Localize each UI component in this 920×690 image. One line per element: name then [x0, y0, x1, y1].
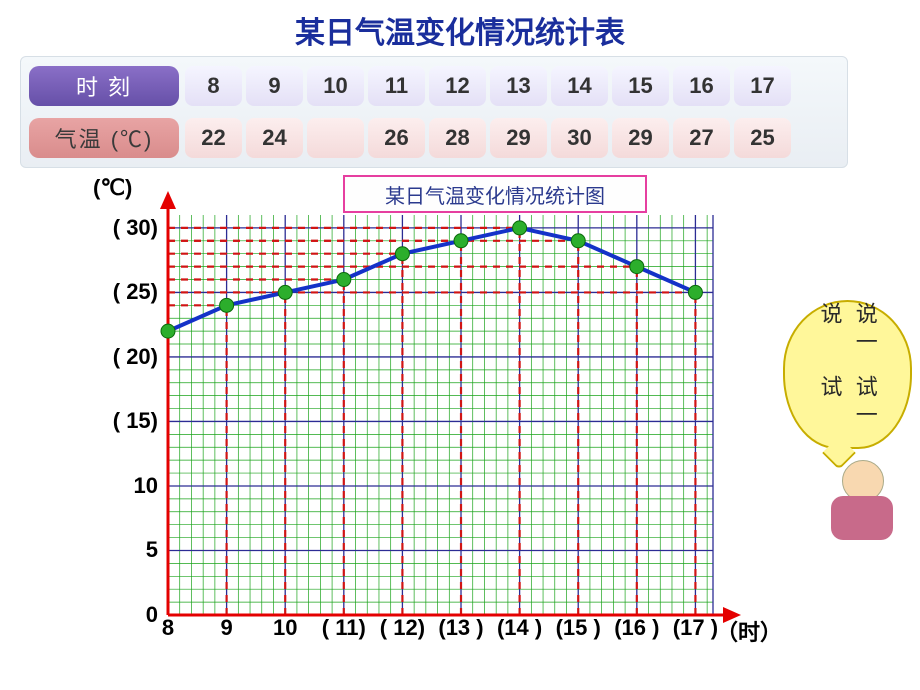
table-row-temp: 气温 (℃) 222426282930292725: [29, 115, 839, 161]
time-cell: 13: [490, 66, 547, 106]
speech-line1: 说一说: [812, 302, 882, 375]
speech-bubble: 说一说 试一试: [783, 300, 912, 449]
y-tick-label: 10: [28, 473, 158, 499]
time-cell: 10: [307, 66, 364, 106]
x-tick-label: 9: [220, 615, 232, 641]
y-tick-label: ( 15): [28, 408, 158, 434]
row-header-temp: 气温 (℃): [29, 118, 179, 158]
time-cell: 11: [368, 66, 425, 106]
y-tick-label: ( 25): [28, 279, 158, 305]
row-header-time: 时 刻: [29, 66, 179, 106]
time-cell: 15: [612, 66, 669, 106]
temp-cell: 29: [612, 118, 669, 158]
page-title: 某日气温变化情况统计表: [0, 0, 920, 56]
y-tick-label: ( 20): [28, 344, 158, 370]
temp-cell: 22: [185, 118, 242, 158]
temp-cell: 25: [734, 118, 791, 158]
y-tick-label: ( 30): [28, 215, 158, 241]
temp-cell: 30: [551, 118, 608, 158]
x-tick-label: (17 ): [673, 615, 718, 641]
temp-cell: 27: [673, 118, 730, 158]
time-cell: 12: [429, 66, 486, 106]
chart: (℃) 某日气温变化情况统计图 （时） 0510( 15)( 20)( 25)(…: [18, 175, 778, 660]
x-tick-label: (13 ): [438, 615, 483, 641]
x-tick-label: ( 11): [322, 615, 366, 641]
time-cell: 16: [673, 66, 730, 106]
time-cell: 8: [185, 66, 242, 106]
x-tick-label: (16 ): [614, 615, 659, 641]
temp-cell: 29: [490, 118, 547, 158]
x-tick-label: 8: [162, 615, 174, 641]
temp-cell: 24: [246, 118, 303, 158]
table-row-time: 时 刻 891011121314151617: [29, 63, 839, 109]
temp-cell: 28: [429, 118, 486, 158]
speech-bubble-group: 说一说 试一试: [782, 300, 912, 500]
kid-icon: [822, 460, 902, 550]
time-cell: 14: [551, 66, 608, 106]
x-tick-label: 10: [273, 615, 297, 641]
x-axis-unit: （时）: [716, 615, 782, 647]
temp-cell: [307, 118, 364, 158]
x-tick-label: ( 12): [380, 615, 425, 641]
temp-cell: 26: [368, 118, 425, 158]
y-tick-label: 0: [28, 602, 158, 628]
y-tick-label: 5: [28, 537, 158, 563]
data-table: 时 刻 891011121314151617 气温 (℃) 2224262829…: [20, 56, 848, 168]
x-tick-label: (14 ): [497, 615, 542, 641]
x-tick-label: (15 ): [556, 615, 601, 641]
time-cell: 17: [734, 66, 791, 106]
speech-line2: 试一试: [812, 375, 882, 448]
time-cell: 9: [246, 66, 303, 106]
